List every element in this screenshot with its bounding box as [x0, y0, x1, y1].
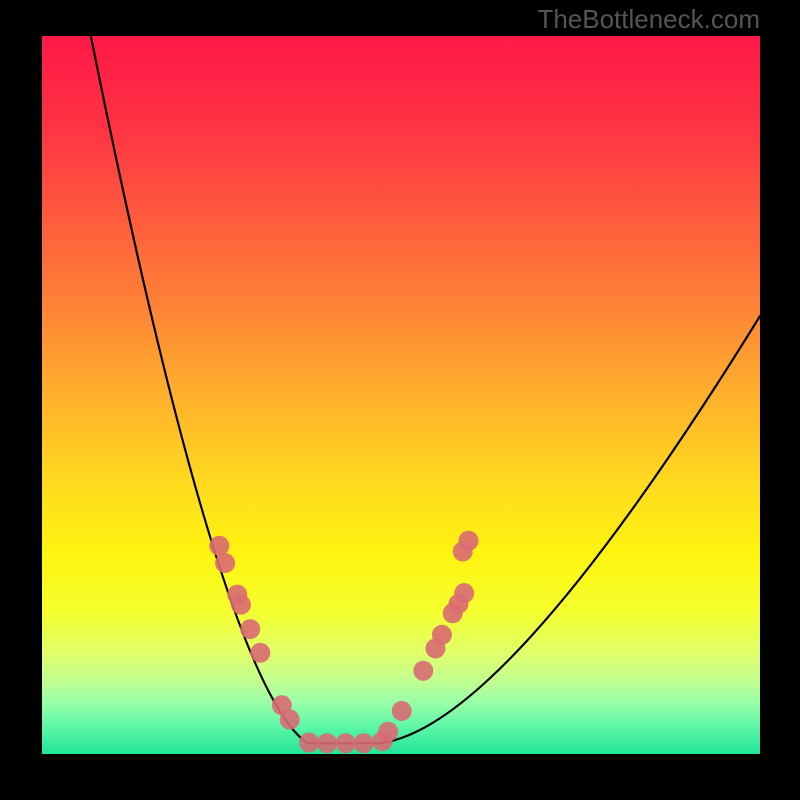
data-marker — [354, 733, 374, 753]
plot-area — [42, 36, 760, 754]
data-marker — [432, 625, 452, 645]
data-marker — [240, 619, 260, 639]
bottleneck-chart-svg — [42, 36, 760, 754]
data-marker — [413, 661, 433, 681]
data-marker — [392, 701, 412, 721]
watermark-text: TheBottleneck.com — [537, 4, 760, 35]
data-marker — [454, 583, 474, 603]
data-marker — [458, 531, 478, 551]
data-marker — [215, 553, 235, 573]
data-marker — [336, 733, 356, 753]
chart-stage: TheBottleneck.com — [0, 0, 800, 800]
data-marker — [317, 733, 337, 753]
data-marker — [299, 733, 319, 753]
data-marker — [378, 722, 398, 742]
data-marker — [231, 595, 251, 615]
data-marker — [280, 710, 300, 730]
data-marker — [250, 643, 270, 663]
gradient-background — [42, 36, 760, 754]
data-marker — [209, 536, 229, 556]
